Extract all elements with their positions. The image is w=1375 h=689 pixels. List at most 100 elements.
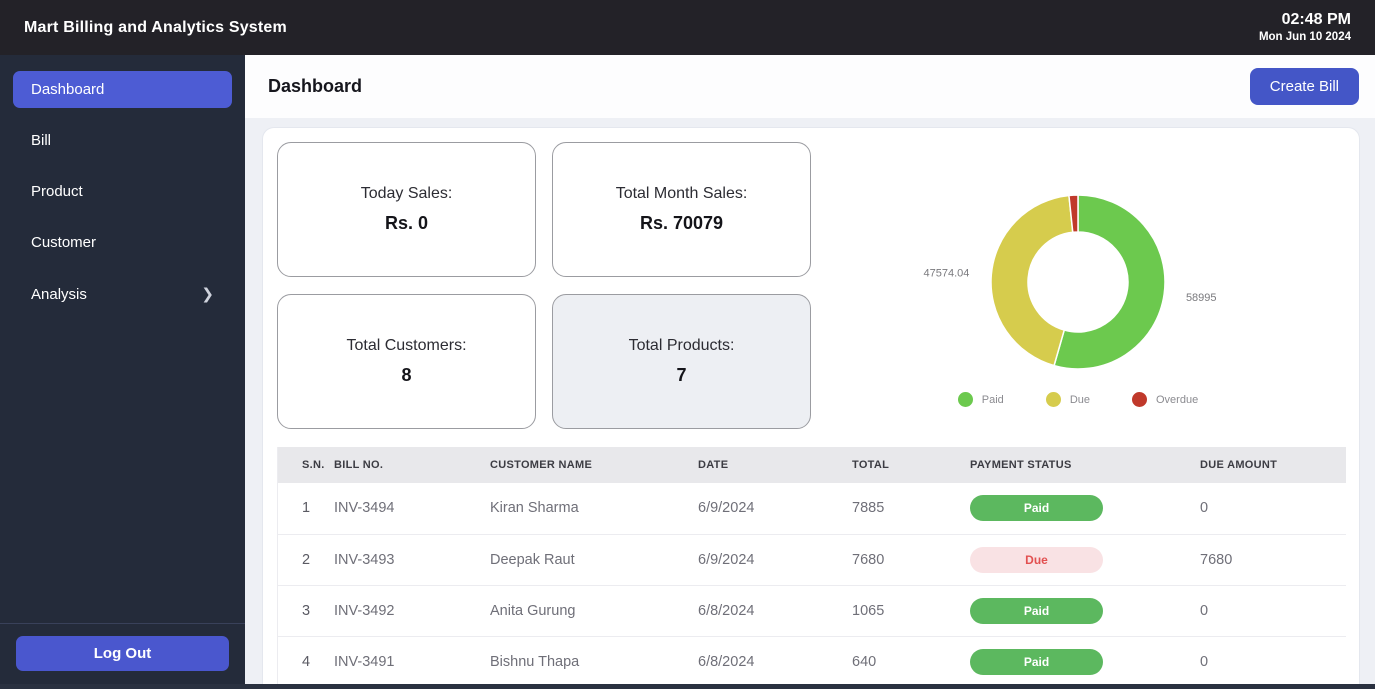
donut-slice-overdue[interactable] xyxy=(1068,194,1079,234)
chart-legend: Paid Due Overdue xyxy=(957,392,1198,407)
legend-item-paid[interactable]: Paid xyxy=(957,392,1004,407)
sidebar-item-customer[interactable]: Customer xyxy=(13,224,232,261)
stat-card-total-customers: Total Customers: 8 xyxy=(277,294,536,429)
sidebar-item-product[interactable]: Product xyxy=(13,173,232,210)
status-badge: Paid xyxy=(970,597,1103,624)
bill-no-cell: INV-3493 xyxy=(322,534,478,586)
donut-slice-due[interactable] xyxy=(990,194,1074,367)
payment-status-cell: Due xyxy=(958,534,1188,586)
table-row: 3 INV-3492 Anita Gurung 6/8/2024 1065 Paid 0 xyxy=(278,585,1346,637)
slice-value-label: 58995 xyxy=(1186,292,1217,304)
stat-value: Rs. 70079 xyxy=(639,213,724,233)
due-amount-cell: 0 xyxy=(1188,636,1346,688)
donut-slice-paid[interactable] xyxy=(1053,194,1166,370)
status-badge: Paid xyxy=(970,495,1103,522)
stat-label: Total Customers: xyxy=(346,337,467,354)
date-cell: 6/8/2024 xyxy=(686,585,840,637)
total-cell: 640 xyxy=(840,636,958,688)
stat-label: Total Month Sales: xyxy=(615,185,748,202)
sn-cell: 1 xyxy=(278,483,322,535)
clock-time: 02:48 PM xyxy=(1281,11,1351,29)
sidebar: Dashboard Bill Product Customer Analysis ❯ Lo… xyxy=(0,55,245,689)
stat-value: Rs. 0 xyxy=(384,213,429,233)
customer-cell: Deepak Raut xyxy=(478,534,686,586)
app-title: Mart Billing and Analytics System xyxy=(24,18,287,36)
sidebar-item-bill[interactable]: Bill xyxy=(13,122,232,159)
status-badge: Due xyxy=(970,546,1103,573)
sn-cell: 3 xyxy=(278,585,322,637)
stats-and-chart-row: Today Sales: Rs. 0 Total Month Sales: Rs. 7… xyxy=(277,142,1345,429)
dashboard-panel: Today Sales: Rs. 0 Total Month Sales: Rs. 7… xyxy=(262,127,1360,689)
slice-value-label: 47574.04 xyxy=(924,267,970,279)
bill-no-cell: INV-3492 xyxy=(322,585,478,637)
table-row: 2 INV-3493 Deepak Raut 6/9/2024 7680 Due 7680 xyxy=(278,534,1346,586)
column-header: TOTAL xyxy=(840,447,958,483)
payment-status-chart[interactable]: 58995 47574.04 Paid Due Overdue xyxy=(811,142,1345,429)
date-cell: 6/8/2024 xyxy=(686,636,840,688)
legend-label: Overdue xyxy=(1156,393,1199,406)
column-header: S.N. xyxy=(278,447,324,483)
due-amount-cell: 0 xyxy=(1188,585,1346,637)
legend-item-due[interactable]: Due xyxy=(1045,392,1090,407)
stat-value: 8 xyxy=(401,365,412,385)
total-cell: 1065 xyxy=(840,585,958,637)
main-header: Dashboard Create Bill xyxy=(245,55,1375,118)
sidebar-item-label: Customer xyxy=(31,234,97,251)
sidebar-item-label: Analysis xyxy=(31,285,87,303)
create-bill-button[interactable]: Create Bill xyxy=(1249,68,1359,105)
customer-cell: Anita Gurung xyxy=(478,585,686,637)
stat-value: 7 xyxy=(676,365,687,385)
stat-card-total-month-sales: Total Month Sales: Rs. 70079 xyxy=(552,142,811,277)
stats-grid: Today Sales: Rs. 0 Total Month Sales: Rs. 7… xyxy=(277,142,811,429)
legend-dot-icon xyxy=(957,392,973,407)
bills-table: S.N. BILL NO. CUSTOMER NAME DATE TOTAL PAYMEN… xyxy=(278,447,1346,688)
sn-cell: 2 xyxy=(278,534,322,586)
sidebar-item-analysis[interactable]: Analysis ❯ xyxy=(13,275,232,313)
stat-card-total-products: Total Products: 7 xyxy=(552,294,811,429)
stat-card-today-sales: Today Sales: Rs. 0 xyxy=(277,142,536,277)
legend-dot-icon xyxy=(1132,392,1147,407)
column-header: CUSTOMER NAME xyxy=(478,447,686,483)
stat-label: Today Sales: xyxy=(360,185,453,202)
column-header: BILL NO. xyxy=(322,447,478,483)
page-title: Dashboard xyxy=(268,76,363,96)
stat-label: Total Products: xyxy=(628,337,735,354)
clock-date: Mon Jun 10 2024 xyxy=(1258,31,1351,44)
sidebar-nav: Dashboard Bill Product Customer Analysis ❯ xyxy=(0,71,245,623)
legend-item-overdue[interactable]: Overdue xyxy=(1132,392,1198,407)
column-header: DATE xyxy=(686,447,840,483)
main-body: Today Sales: Rs. 0 Total Month Sales: Rs. 7… xyxy=(245,118,1375,689)
column-header: PAYMENT STATUS xyxy=(958,447,1188,483)
sn-cell: 4 xyxy=(278,636,322,688)
table-row: 1 INV-3494 Kiran Sharma 6/9/2024 7885 Paid 0 xyxy=(278,483,1346,535)
bills-table-container: S.N. BILL NO. CUSTOMER NAME DATE TOTAL PAYMEN… xyxy=(277,447,1346,688)
sidebar-item-label: Dashboard xyxy=(31,81,105,98)
customer-cell: Kiran Sharma xyxy=(478,483,686,535)
clock: 02:48 PM Mon Jun 10 2024 xyxy=(1259,10,1351,44)
payment-status-cell: Paid xyxy=(958,636,1188,688)
customer-cell: Bishnu Thapa xyxy=(478,636,686,688)
due-amount-cell: 7680 xyxy=(1188,534,1346,586)
donut-chart[interactable]: 58995 47574.04 xyxy=(848,179,1308,374)
logout-button[interactable]: Log Out xyxy=(16,636,229,671)
column-header: DUE AMOUNT xyxy=(1188,447,1346,483)
bottom-strip xyxy=(0,684,1375,689)
payment-status-cell: Paid xyxy=(958,483,1188,535)
payment-status-cell: Paid xyxy=(958,585,1188,637)
chevron-right-icon: ❯ xyxy=(201,286,214,303)
table-header-row: S.N. BILL NO. CUSTOMER NAME DATE TOTAL PAYMEN… xyxy=(278,447,1346,483)
status-badge: Paid xyxy=(970,648,1103,675)
date-cell: 6/9/2024 xyxy=(686,483,840,535)
bill-no-cell: INV-3494 xyxy=(322,483,478,535)
sidebar-item-label: Bill xyxy=(31,132,52,149)
sidebar-item-dashboard[interactable]: Dashboard xyxy=(13,71,232,108)
legend-dot-icon xyxy=(1045,392,1061,407)
bill-no-cell: INV-3491 xyxy=(322,636,478,688)
due-amount-cell: 0 xyxy=(1188,483,1346,535)
sidebar-item-label: Product xyxy=(31,183,83,200)
topbar: Mart Billing and Analytics System 02:48 … xyxy=(0,0,1375,55)
sidebar-footer: Log Out xyxy=(0,623,245,689)
total-cell: 7885 xyxy=(840,483,958,535)
date-cell: 6/9/2024 xyxy=(686,534,840,586)
